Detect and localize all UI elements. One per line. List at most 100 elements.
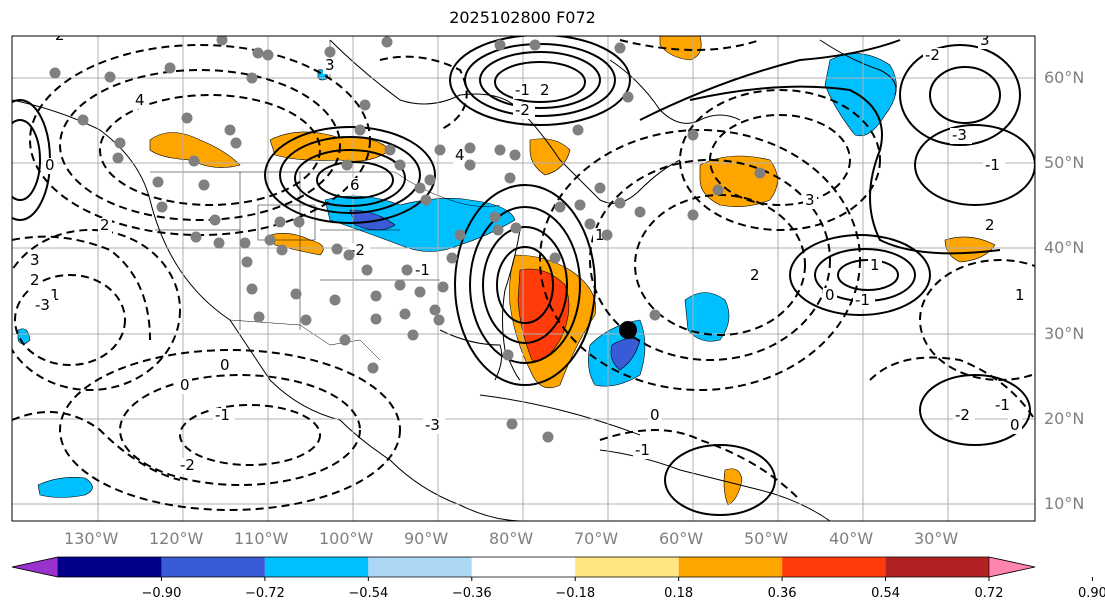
colorbar-segment	[782, 557, 886, 577]
station-dot	[293, 216, 305, 228]
contour-label: 0	[825, 286, 835, 304]
station-dot	[549, 252, 561, 264]
station-dot	[510, 222, 522, 234]
colorbar-segment	[885, 557, 989, 577]
station-dot	[188, 155, 200, 167]
station-dot	[504, 172, 516, 184]
station-dot	[290, 288, 302, 300]
lon-label: 130°W	[64, 529, 119, 548]
contour-label-background	[803, 193, 817, 209]
station-dot	[414, 286, 426, 298]
contour-label: -2	[925, 46, 940, 64]
colorbar-extend-min	[11, 556, 59, 578]
colorbar-segment	[58, 557, 162, 577]
contour-label-background	[1008, 418, 1022, 434]
station-dot	[509, 149, 521, 161]
station-dot	[213, 237, 225, 249]
lat-label: 30°N	[1044, 324, 1085, 343]
station-dot	[370, 313, 382, 325]
station-dot	[584, 218, 596, 230]
lat-label: 20°N	[1044, 409, 1085, 428]
station-dot	[331, 243, 343, 255]
station-dot	[394, 159, 406, 171]
colorbar-tick-label: 0.90	[1077, 586, 1105, 601]
colorbar-extend-max	[988, 556, 1036, 578]
station-dot	[49, 67, 61, 79]
contour-label-background	[633, 443, 655, 459]
contour-label-background	[648, 408, 662, 424]
lon-label: 100°W	[319, 529, 374, 548]
colorbar-tick-label: 0.18	[664, 586, 694, 601]
colorbar-segment	[678, 557, 783, 577]
contour-label: -3	[425, 416, 440, 434]
contour-label-background	[513, 83, 535, 99]
station-dot	[446, 252, 458, 264]
contour-label: 2	[985, 216, 995, 234]
lat-label: 10°N	[1044, 494, 1085, 513]
contour-label-background	[983, 158, 1005, 174]
contour-label: 4	[135, 91, 145, 109]
station-dot	[542, 431, 554, 443]
lon-label: 50°W	[744, 529, 789, 548]
contour-label-background	[413, 263, 435, 279]
station-dot	[464, 159, 476, 171]
station-dot	[216, 36, 228, 46]
station-dot	[104, 71, 116, 83]
contour-label-background	[28, 273, 42, 289]
station-dot	[384, 144, 396, 156]
lat-label: 40°N	[1044, 238, 1085, 257]
station-dot	[152, 176, 164, 188]
contour-label: 0	[650, 406, 660, 424]
station-dot	[361, 264, 373, 276]
station-dot	[437, 281, 449, 293]
contour-label-background	[423, 418, 445, 434]
storm-center-marker	[619, 321, 637, 339]
colorbar-tick-label: 0.72	[974, 586, 1004, 601]
colorbar-tick-label: 0.36	[767, 586, 797, 601]
colorbar	[11, 556, 1093, 581]
contour-label-background	[178, 378, 192, 394]
station-dot	[264, 234, 276, 246]
station-dot	[239, 237, 251, 249]
contour-label: 0	[45, 156, 55, 174]
station-dot	[359, 99, 371, 111]
station-dot	[687, 209, 699, 221]
station-dot	[246, 72, 258, 84]
contour-label-background	[993, 398, 1015, 414]
station-dot	[381, 36, 393, 48]
station-dot	[246, 283, 258, 295]
contour-label-background	[98, 218, 112, 234]
station-dot	[506, 418, 518, 430]
map-frame	[11, 35, 1036, 522]
contour-label: -3	[952, 126, 967, 144]
contour-label: 2	[30, 271, 40, 289]
station-dot	[399, 308, 411, 320]
colorbar-segment	[264, 557, 369, 577]
contour-label: -3	[35, 296, 50, 314]
contour-label: 2	[55, 26, 65, 44]
contour-label: 1	[50, 286, 60, 304]
station-dot	[489, 211, 501, 223]
station-dot	[209, 214, 221, 226]
contour-label: 3	[980, 31, 990, 49]
contour-label-background	[28, 253, 42, 269]
station-dot	[224, 124, 236, 136]
contour-label-background	[823, 288, 837, 304]
contour-label: 0	[220, 356, 230, 374]
colorbar-segment	[368, 557, 472, 577]
station-dot	[614, 42, 626, 54]
station-dot	[649, 309, 661, 321]
station-dot	[394, 279, 406, 291]
colorbar-tick-label: −0.54	[348, 586, 389, 601]
contour-label: 2	[750, 266, 760, 284]
colorbar-outline	[11, 556, 1036, 578]
station-dot	[112, 152, 124, 164]
contour-label-background	[950, 128, 972, 144]
station-dot	[424, 174, 436, 186]
colorbar-tick-label: −0.72	[244, 586, 285, 601]
station-dot	[339, 334, 351, 346]
station-dot	[329, 294, 341, 306]
contour-label-background	[868, 258, 882, 274]
contour-label: 0	[180, 376, 190, 394]
